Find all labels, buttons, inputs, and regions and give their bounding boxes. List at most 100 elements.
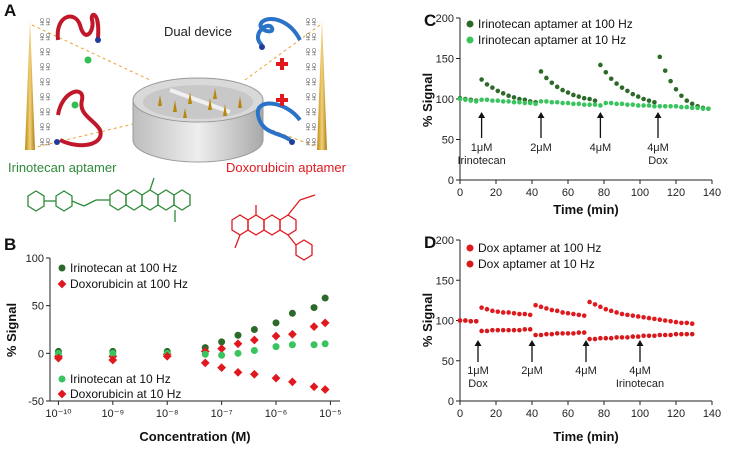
point bbox=[506, 327, 511, 333]
point bbox=[689, 321, 695, 327]
point bbox=[560, 100, 565, 106]
point bbox=[657, 103, 663, 109]
legend-marker bbox=[58, 264, 66, 272]
x-tick-label: 0 bbox=[457, 187, 463, 199]
point bbox=[587, 336, 592, 342]
point bbox=[517, 96, 522, 102]
point bbox=[598, 304, 603, 310]
annotation: 4μM bbox=[629, 365, 651, 377]
aptamer bbox=[255, 101, 302, 142]
x-tick-label: 80 bbox=[598, 187, 610, 199]
x-axis-label: Concentration (M) bbox=[139, 429, 250, 444]
point bbox=[614, 81, 619, 86]
legend-marker bbox=[57, 389, 67, 399]
molecule bbox=[231, 194, 316, 261]
point bbox=[463, 97, 468, 103]
point bbox=[522, 327, 528, 332]
y-tick-label: 50 bbox=[442, 135, 454, 147]
point bbox=[310, 341, 318, 349]
surface-label: OH bbox=[44, 108, 50, 116]
y-tick-label: 200 bbox=[436, 235, 454, 247]
surface-label: OH bbox=[304, 138, 310, 146]
point bbox=[538, 69, 544, 74]
point bbox=[468, 98, 474, 103]
x-tick-label: 120 bbox=[667, 408, 685, 420]
arrow-head bbox=[654, 112, 662, 118]
point bbox=[549, 80, 555, 86]
point bbox=[321, 340, 329, 348]
point bbox=[652, 333, 657, 339]
surface-label: OH bbox=[38, 138, 44, 146]
point bbox=[662, 68, 668, 73]
series bbox=[457, 96, 711, 112]
chart: B -50 0 50 100 10⁻¹⁰ 10⁻⁹ 10⁻⁸ 10⁻⁷ 10⁻⁶ 10⁻⁵ Conce… bbox=[4, 235, 342, 444]
point bbox=[218, 338, 226, 346]
point bbox=[54, 353, 63, 363]
point bbox=[571, 311, 576, 317]
annotation: 2μM bbox=[530, 142, 552, 154]
point bbox=[309, 322, 319, 332]
panel-label: D bbox=[424, 233, 436, 252]
chart: D 0 50 100 150 200 0 20 40 60 80 100 120 140 Time (min… bbox=[420, 233, 721, 444]
point bbox=[554, 99, 560, 105]
x-tick-label: 40 bbox=[526, 408, 538, 420]
point bbox=[592, 98, 598, 103]
surface-label: OH bbox=[304, 33, 310, 41]
point bbox=[608, 335, 614, 341]
point bbox=[581, 95, 587, 101]
legend-label: Doxorubicin at 10 Hz bbox=[70, 387, 181, 401]
caption: Irinotecan aptamer bbox=[8, 160, 117, 175]
point bbox=[630, 313, 636, 318]
caption: Doxorubicin aptamer bbox=[226, 160, 347, 175]
point bbox=[576, 94, 582, 99]
point bbox=[500, 91, 506, 96]
point bbox=[271, 331, 281, 341]
point bbox=[630, 102, 636, 107]
legend-marker bbox=[58, 375, 66, 383]
point bbox=[619, 101, 625, 107]
surface-label: OH bbox=[310, 33, 316, 41]
point bbox=[108, 355, 118, 365]
point bbox=[517, 311, 522, 317]
annotation: Irinotecan bbox=[616, 378, 664, 390]
divider bbox=[169, 88, 231, 114]
x-tick-label: 10⁻⁷ bbox=[211, 408, 233, 420]
surface-label: OH bbox=[304, 63, 310, 71]
point bbox=[544, 331, 549, 337]
point bbox=[218, 351, 226, 359]
surface-label: OH bbox=[44, 123, 50, 131]
annotation: 4μM bbox=[647, 142, 669, 154]
x-tick-label: 120 bbox=[667, 187, 685, 199]
point bbox=[457, 96, 463, 102]
point bbox=[684, 104, 690, 110]
point bbox=[673, 103, 679, 109]
point bbox=[527, 327, 533, 332]
x-tick-label: 10⁻⁵ bbox=[319, 408, 342, 420]
point bbox=[635, 334, 641, 339]
point bbox=[679, 93, 684, 99]
point bbox=[619, 85, 625, 90]
point bbox=[522, 311, 528, 317]
point bbox=[619, 335, 625, 340]
point bbox=[576, 312, 582, 318]
aptamer bbox=[255, 17, 302, 47]
x-tick-label: 10⁻¹⁰ bbox=[45, 408, 72, 420]
point bbox=[527, 100, 533, 106]
point bbox=[479, 77, 484, 82]
point bbox=[619, 311, 625, 317]
point bbox=[522, 100, 528, 106]
point bbox=[321, 294, 329, 302]
point bbox=[625, 335, 630, 340]
point bbox=[565, 90, 571, 95]
point bbox=[522, 97, 528, 103]
point bbox=[565, 331, 571, 336]
annotation: Irinotecan bbox=[457, 155, 505, 167]
legend-marker bbox=[57, 279, 67, 289]
point bbox=[162, 351, 172, 361]
point bbox=[288, 377, 297, 387]
surface-label: OH bbox=[38, 33, 44, 41]
surface-label: OH bbox=[304, 48, 310, 56]
point bbox=[109, 349, 117, 357]
annotation: Dox bbox=[648, 155, 668, 167]
